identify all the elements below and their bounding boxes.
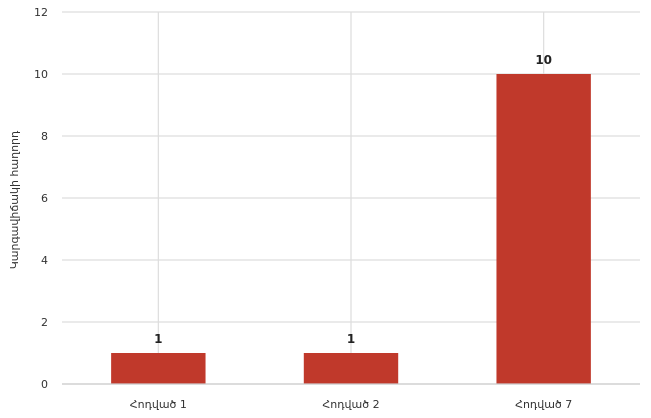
- x-tick-label: Հոդված 2: [322, 398, 379, 411]
- y-axis-ticks: 0 2 4 6 8 10 12: [34, 6, 48, 391]
- y-tick-label: 4: [41, 254, 48, 267]
- y-tick-label: 12: [34, 6, 48, 19]
- data-labels: 1 1 10: [154, 53, 552, 346]
- y-tick-label: 10: [34, 68, 48, 81]
- bar-value-label: 1: [154, 332, 162, 346]
- x-axis-ticks: Հոդված 1 Հոդված 2 Հոդված 7: [130, 398, 573, 411]
- bar-value-label: 1: [347, 332, 355, 346]
- y-tick-label: 2: [41, 316, 48, 329]
- y-tick-label: 6: [41, 192, 48, 205]
- bars: [111, 74, 591, 384]
- x-tick-label: Հոդված 7: [515, 398, 572, 411]
- bar: [303, 353, 399, 384]
- y-axis-label: Կարգավիճակի հաղորդ: [8, 130, 21, 269]
- bar: [496, 74, 591, 384]
- bar-value-label: 10: [535, 53, 552, 67]
- y-tick-label: 8: [41, 130, 48, 143]
- x-tick-label: Հոդված 1: [130, 398, 187, 411]
- y-tick-label: 0: [41, 378, 48, 391]
- bar: [111, 353, 206, 384]
